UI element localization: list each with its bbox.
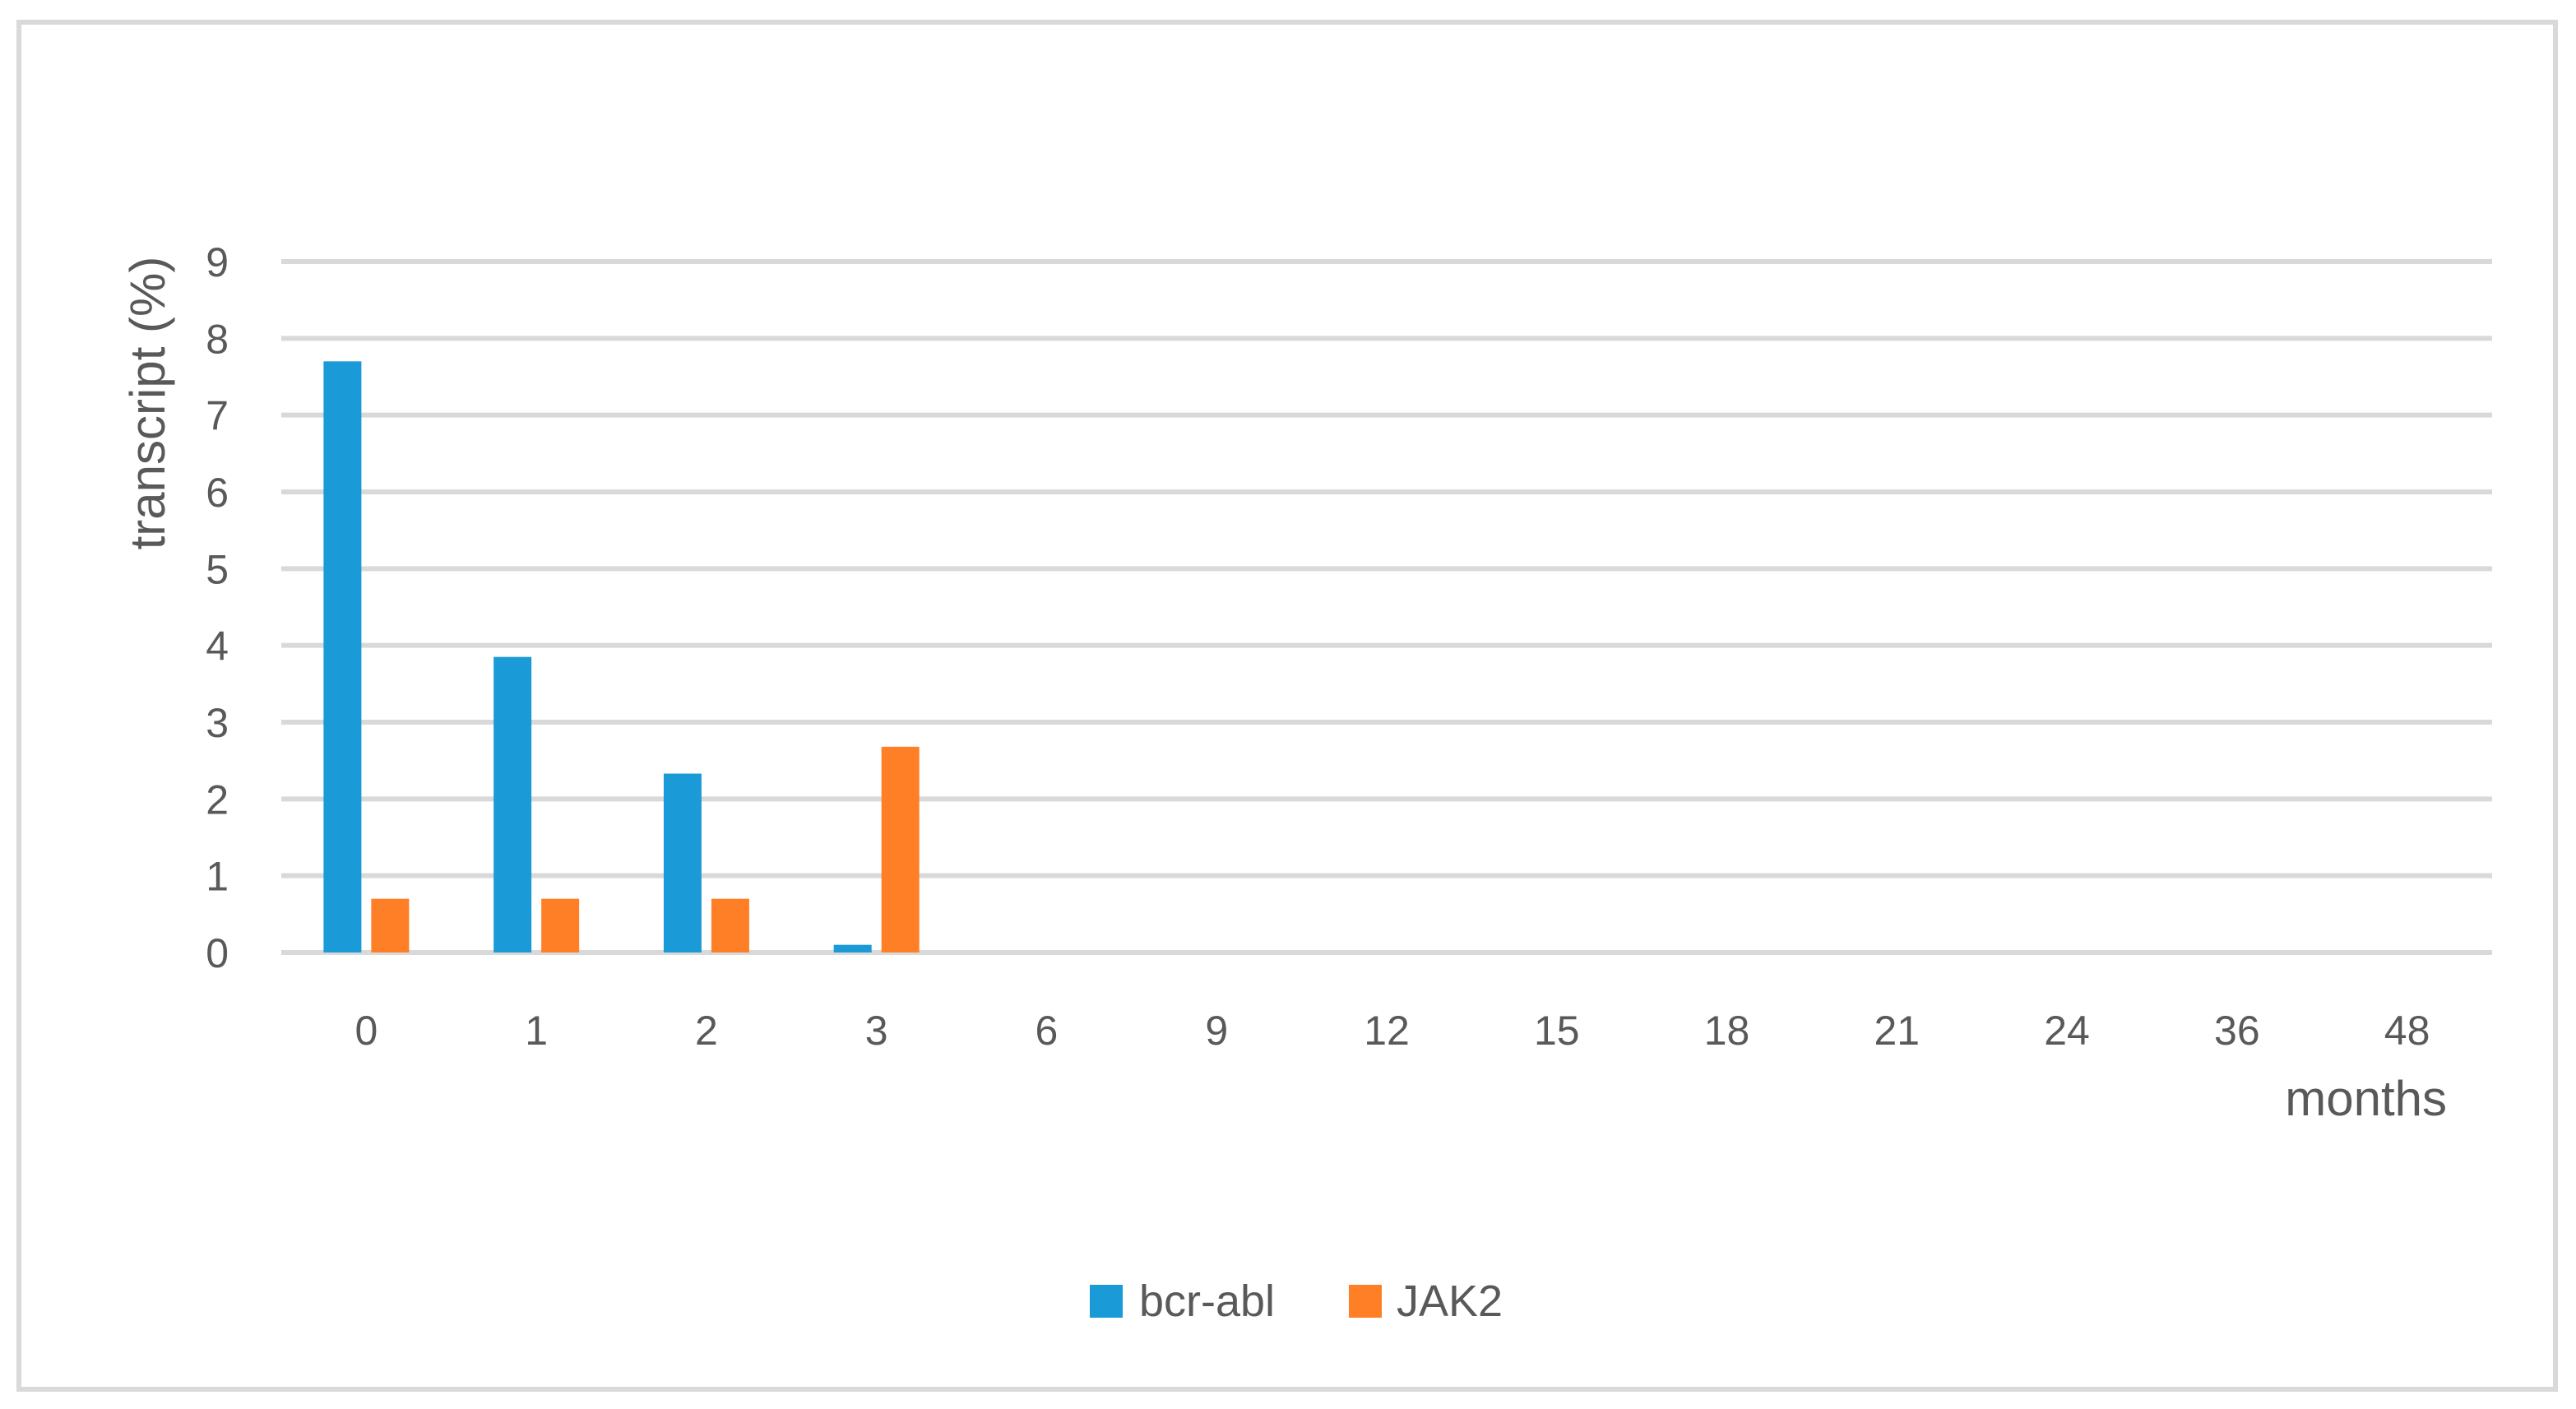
- x-tick-label: 36: [2214, 1008, 2260, 1054]
- y-tick-label: 6: [206, 470, 229, 516]
- x-tick-label: 9: [1205, 1008, 1228, 1054]
- bar-bcr-abl-2: [663, 773, 702, 952]
- y-axis-title: transcript (%): [120, 257, 175, 550]
- bar-JAK2-3: [881, 746, 920, 952]
- y-tick-label: 0: [206, 930, 229, 976]
- x-tick-labels: 0 1 2 3 6 9 12 15 18 21 24 36 48: [354, 1008, 2430, 1054]
- x-tick-label: 24: [2044, 1008, 2090, 1054]
- legend-label-JAK2: JAK2: [1397, 1277, 1503, 1326]
- y-tick-label: 4: [206, 623, 229, 670]
- x-tick-label: 15: [1534, 1008, 1580, 1054]
- x-tick-label: 3: [865, 1008, 888, 1054]
- y-tick-label: 5: [206, 546, 229, 592]
- y-tick-label: 2: [206, 776, 229, 823]
- bar-bcr-abl-3: [833, 944, 872, 952]
- bar-JAK2-0: [371, 898, 410, 952]
- gridlines: [281, 259, 2492, 955]
- x-axis-title: months: [2285, 1071, 2447, 1126]
- legend-swatch-bcr-abl: [1090, 1285, 1123, 1318]
- chart-frame: [16, 20, 2558, 1392]
- x-tick-label: 1: [525, 1008, 548, 1054]
- x-tick-label: 0: [354, 1008, 378, 1054]
- bar-JAK2-1: [541, 898, 580, 952]
- y-tick-label: 7: [206, 393, 229, 439]
- x-tick-label: 18: [1704, 1008, 1750, 1054]
- y-tick-labels: 0 1 2 3 4 5 6 7 8 9: [206, 239, 229, 976]
- legend-label-bcr-abl: bcr-abl: [1139, 1277, 1275, 1326]
- y-tick-label: 1: [206, 854, 229, 900]
- x-tick-label: 21: [1874, 1008, 1920, 1054]
- legend-swatch-JAK2: [1349, 1285, 1382, 1318]
- bars: [323, 361, 920, 952]
- legend: bcr-abl JAK2: [1090, 1277, 1503, 1326]
- y-tick-label: 3: [206, 700, 229, 746]
- y-tick-label: 8: [206, 316, 229, 362]
- bar-bcr-abl-0: [323, 361, 362, 952]
- x-tick-label: 48: [2384, 1008, 2430, 1054]
- x-tick-label: 2: [695, 1008, 718, 1054]
- y-tick-label: 9: [206, 239, 229, 285]
- x-tick-label: 12: [1364, 1008, 1410, 1054]
- bar-bcr-abl-1: [493, 656, 532, 952]
- bar-JAK2-2: [711, 898, 749, 952]
- x-tick-label: 6: [1035, 1008, 1059, 1054]
